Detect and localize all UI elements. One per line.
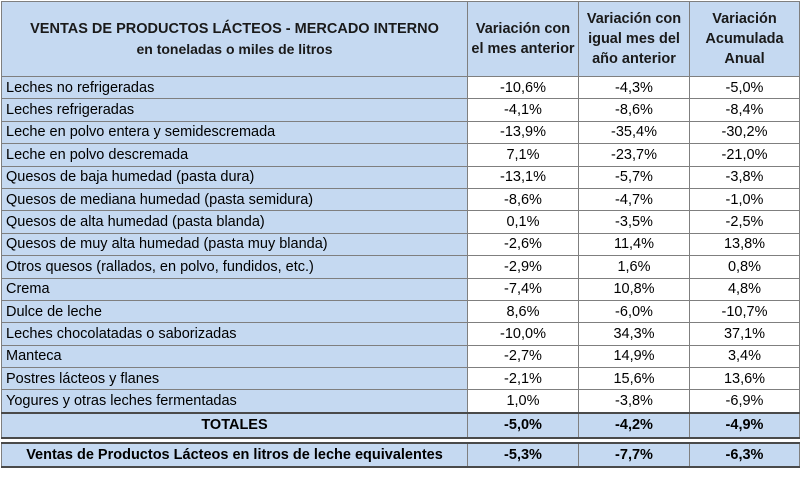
value-yearly: 11,4%: [578, 232, 690, 257]
value-cumulative: -6,9%: [689, 389, 800, 414]
title-line-1: VENTAS DE PRODUCTOS LÁCTEOS - MERCADO IN…: [30, 21, 439, 37]
table-row: Quesos de baja humedad (pasta dura) -13,1…: [1, 165, 800, 189]
col-header-cumulative: Variación Acumulada Anual: [689, 1, 800, 77]
row-label: Crema: [1, 277, 468, 301]
table-title: VENTAS DE PRODUCTOS LÁCTEOS - MERCADO IN…: [1, 1, 468, 77]
value-monthly: -2,1%: [467, 367, 579, 391]
value-cumulative: 0,8%: [689, 255, 800, 279]
col-header-yearly: Variación con igual mes del año anterior: [578, 1, 690, 77]
table-row: Crema -7,4% 10,8% 4,8%: [1, 277, 800, 301]
table-row: Manteca -2,7% 14,9% 3,4%: [1, 344, 800, 369]
value-yearly: -35,4%: [578, 120, 690, 145]
table-row: Postres lácteos y flanes -2,1% 15,6% 13,6%: [1, 367, 800, 391]
table-row: Dulce de leche 8,6% -6,0% -10,7%: [1, 299, 800, 324]
value-cumulative: 13,8%: [689, 232, 800, 257]
value-yearly: 10,8%: [578, 277, 690, 301]
value-yearly: -5,7%: [578, 165, 690, 189]
row-label: Postres lácteos y flanes: [1, 367, 468, 391]
value-monthly: 0,1%: [467, 210, 579, 234]
totals-row-value: -4,2%: [578, 411, 690, 439]
totals-row-value: -5,0%: [467, 411, 579, 439]
row-label: Quesos de baja humedad (pasta dura): [1, 165, 468, 189]
value-yearly: 14,9%: [578, 344, 690, 369]
table-row: Leches no refrigeradas -10,6% -4,3% -5,0%: [1, 75, 800, 100]
totals-row: TOTALES -5,0% -4,2% -4,9%: [1, 411, 800, 439]
row-label: Leche en polvo descremada: [1, 143, 468, 167]
value-yearly: -8,6%: [578, 98, 690, 122]
value-monthly: -7,4%: [467, 277, 579, 301]
value-cumulative: 13,6%: [689, 367, 800, 391]
value-cumulative: -2,5%: [689, 210, 800, 234]
header-row: VENTAS DE PRODUCTOS LÁCTEOS - MERCADO IN…: [1, 1, 800, 77]
value-yearly: -23,7%: [578, 143, 690, 167]
value-cumulative: -21,0%: [689, 143, 800, 167]
table-row: Leche en polvo entera y semidescremada -1…: [1, 120, 800, 145]
value-monthly: -2,7%: [467, 344, 579, 369]
value-yearly: -4,7%: [578, 187, 690, 212]
row-label: Quesos de alta humedad (pasta blanda): [1, 210, 468, 234]
row-label: Leche en polvo entera y semidescremada: [1, 120, 468, 145]
table-row: Leches chocolatadas o saborizadas -10,0% 3…: [1, 322, 800, 346]
table-row: Quesos de alta humedad (pasta blanda) 0,1…: [1, 210, 800, 234]
row-label: Otros quesos (rallados, en polvo, fundid…: [1, 255, 468, 279]
col-header-monthly: Variación con el mes anterior: [467, 1, 579, 77]
dairy-sales-table: VENTAS DE PRODUCTOS LÁCTEOS - MERCADO IN…: [1, 1, 800, 468]
table-row: Quesos de muy alta humedad (pasta muy bl…: [1, 232, 800, 257]
value-monthly: 7,1%: [467, 143, 579, 167]
value-cumulative: -5,0%: [689, 75, 800, 100]
value-yearly: 34,3%: [578, 322, 690, 346]
totals-row-value: -4,9%: [689, 411, 800, 439]
value-cumulative: -1,0%: [689, 187, 800, 212]
value-monthly: 8,6%: [467, 299, 579, 324]
value-monthly: -10,0%: [467, 322, 579, 346]
value-monthly: -10,6%: [467, 75, 579, 100]
table-row: Yogures y otras leches fermentadas 1,0% -3…: [1, 389, 800, 414]
table-row: Leches refrigeradas -4,1% -8,6% -8,4%: [1, 98, 800, 122]
table-row: Leche en polvo descremada 7,1% -23,7% -21,0…: [1, 143, 800, 167]
table-row: Otros quesos (rallados, en polvo, fundid…: [1, 255, 800, 279]
value-monthly: -2,6%: [467, 232, 579, 257]
value-cumulative: -8,4%: [689, 98, 800, 122]
milk-equivalent-row-value: -7,7%: [578, 441, 690, 468]
value-yearly: -4,3%: [578, 75, 690, 100]
row-label: Dulce de leche: [1, 299, 468, 324]
row-label: Quesos de mediana humedad (pasta semidur…: [1, 187, 468, 212]
value-cumulative: -3,8%: [689, 165, 800, 189]
value-cumulative: -30,2%: [689, 120, 800, 145]
value-yearly: 1,6%: [578, 255, 690, 279]
value-yearly: -3,5%: [578, 210, 690, 234]
value-cumulative: 4,8%: [689, 277, 800, 301]
value-yearly: 15,6%: [578, 367, 690, 391]
milk-equivalent-row-label: Ventas de Productos Lácteos en litros de…: [1, 441, 468, 468]
row-label: Leches refrigeradas: [1, 98, 468, 122]
value-monthly: -4,1%: [467, 98, 579, 122]
value-monthly: -2,9%: [467, 255, 579, 279]
value-cumulative: -10,7%: [689, 299, 800, 324]
row-label: Manteca: [1, 344, 468, 369]
value-yearly: -6,0%: [578, 299, 690, 324]
row-label: Yogures y otras leches fermentadas: [1, 389, 468, 414]
row-label: Quesos de muy alta humedad (pasta muy bl…: [1, 232, 468, 257]
row-label: Leches no refrigeradas: [1, 75, 468, 100]
milk-equivalent-row: Ventas de Productos Lácteos en litros de…: [1, 441, 800, 468]
value-cumulative: 37,1%: [689, 322, 800, 346]
value-monthly: -13,1%: [467, 165, 579, 189]
value-monthly: 1,0%: [467, 389, 579, 414]
milk-equivalent-row-value: -5,3%: [467, 441, 579, 468]
row-label: Leches chocolatadas o saborizadas: [1, 322, 468, 346]
value-yearly: -3,8%: [578, 389, 690, 414]
title-line-2: en toneladas o miles de litros: [136, 41, 333, 57]
value-monthly: -8,6%: [467, 187, 579, 212]
totals-row-label: TOTALES: [1, 411, 468, 439]
table-row: Quesos de mediana humedad (pasta semidur…: [1, 187, 800, 212]
milk-equivalent-row-value: -6,3%: [689, 441, 800, 468]
value-cumulative: 3,4%: [689, 344, 800, 369]
value-monthly: -13,9%: [467, 120, 579, 145]
